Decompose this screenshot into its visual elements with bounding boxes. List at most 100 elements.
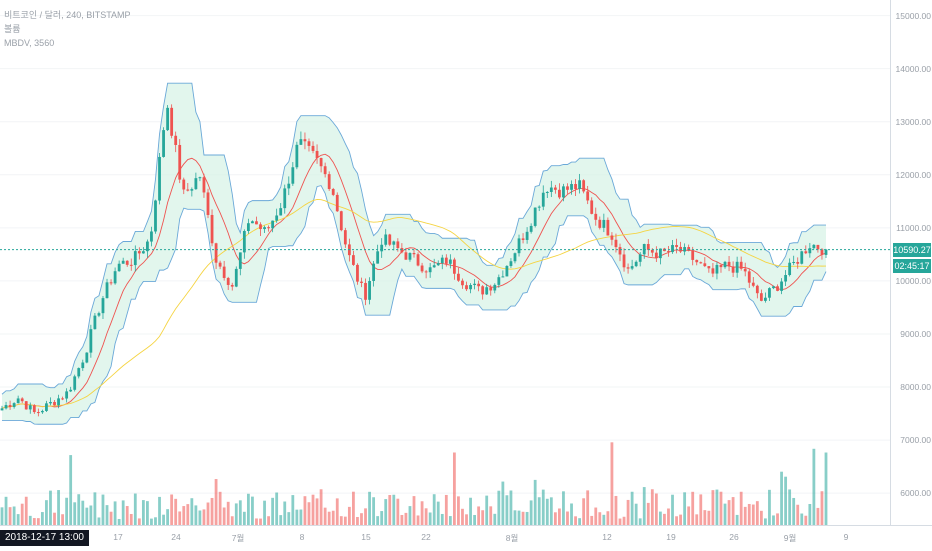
volume-bar (121, 500, 125, 525)
volume-bar (553, 512, 557, 525)
volume-bar (222, 507, 226, 525)
candle-body (376, 251, 380, 264)
volume-bar (408, 506, 412, 525)
volume-bar (97, 517, 101, 525)
volume-bar (129, 513, 133, 525)
candle-body (311, 145, 315, 151)
volume-bar (49, 490, 52, 525)
volume-bar (343, 516, 347, 525)
symbol-title[interactable]: 비트코인 / 달러, 240, BITSTAMP (4, 10, 131, 20)
current-price-tag: 10590.27 (893, 242, 931, 257)
candle-body (137, 251, 141, 254)
volume-bar (469, 497, 472, 525)
candle-body (267, 227, 270, 229)
volume-bar (820, 491, 824, 525)
volume-bar (707, 510, 711, 525)
volume-bar (339, 516, 343, 525)
candle-body (61, 398, 64, 400)
candle-body (432, 265, 436, 268)
volume-bar (759, 510, 763, 525)
volume-bar (85, 507, 89, 525)
candle-body (780, 281, 783, 291)
candle-body (271, 220, 275, 229)
candle-body (509, 261, 513, 266)
candle-body (582, 180, 586, 192)
candle-body (279, 208, 283, 216)
price-label: 8000.00 (900, 382, 931, 393)
candle-body (150, 231, 153, 242)
volume-bar (683, 492, 687, 525)
candle-body (630, 266, 634, 269)
candle-body (529, 225, 533, 232)
time-label: 12 (602, 532, 612, 542)
candle-body (517, 238, 521, 254)
candle-body (368, 280, 371, 300)
volume-bar (242, 511, 246, 525)
volume-bar (622, 516, 626, 525)
band-indicator-label[interactable]: MBDV, 3560 (4, 38, 55, 48)
volume-indicator-label[interactable]: 볼륨 (4, 24, 21, 34)
candle-body (331, 189, 335, 195)
candle-body (658, 248, 662, 259)
volume-bar (24, 496, 28, 525)
candle-body (440, 257, 444, 264)
volume-bar (517, 510, 521, 525)
volume-bar (194, 505, 198, 525)
candle-body (129, 264, 133, 266)
candle-body (210, 214, 214, 244)
volume-bar (384, 499, 388, 525)
candle-body (154, 200, 157, 232)
candle-body (586, 191, 590, 201)
candle-body (695, 259, 699, 263)
candle-body (259, 224, 262, 230)
time-label: 24 (171, 532, 181, 542)
price-label: 11000.00 (896, 222, 931, 233)
candle-body (513, 253, 517, 262)
time-axis[interactable]: 17 24 7월 8 15 22 8월 12 19 26 9월 9 2018-1… (0, 525, 932, 551)
candle-body (275, 215, 279, 221)
volume-bar (440, 513, 444, 525)
volume-bar (234, 503, 238, 525)
volume-bar (53, 512, 56, 525)
volume-bar (141, 500, 145, 525)
price-label: 15000.00 (895, 10, 931, 21)
candle-body (380, 244, 384, 252)
volume-bar (4, 496, 8, 525)
volume-bar (238, 500, 242, 525)
candle-body (73, 376, 77, 390)
volume-bar (473, 514, 476, 525)
candle-body (384, 234, 388, 245)
volume-bar (638, 518, 642, 525)
candle-body (339, 211, 343, 231)
candle-body (234, 268, 238, 287)
candle-body (12, 403, 16, 407)
volume-bar (671, 494, 674, 525)
volume-bar (202, 509, 206, 525)
candle-body (675, 245, 678, 247)
candle-body (747, 271, 751, 283)
chart-legend: 비트코인 / 달러, 240, BITSTAMP 볼륨 MBDV, 3560 (4, 8, 131, 50)
candle-body (101, 298, 105, 314)
candle-body (263, 227, 266, 230)
volume-bar (133, 493, 137, 525)
volume-bar (792, 497, 796, 525)
candle-body (457, 273, 460, 281)
candle-body (424, 271, 428, 273)
chart-area[interactable]: 비트코인 / 달러, 240, BITSTAMP 볼륨 MBDV, 3560 (0, 0, 890, 525)
candle-body (32, 405, 36, 413)
candle-body (141, 251, 145, 254)
volume-bar (731, 497, 735, 525)
candle-body (307, 141, 311, 146)
candle-body (238, 252, 242, 269)
candle-body (85, 352, 89, 363)
volume-bar (335, 498, 339, 525)
price-axis[interactable]: 15000.00 14000.00 13000.00 12000.00 1100… (890, 0, 932, 525)
candle-body (618, 247, 622, 255)
candle-body (691, 250, 695, 260)
candle-body (28, 405, 32, 410)
volume-bar (307, 502, 311, 525)
volume-bar (574, 516, 577, 525)
chart-canvas[interactable] (0, 0, 890, 525)
band-upper-line (1, 82, 826, 395)
volume-bar (723, 503, 727, 525)
